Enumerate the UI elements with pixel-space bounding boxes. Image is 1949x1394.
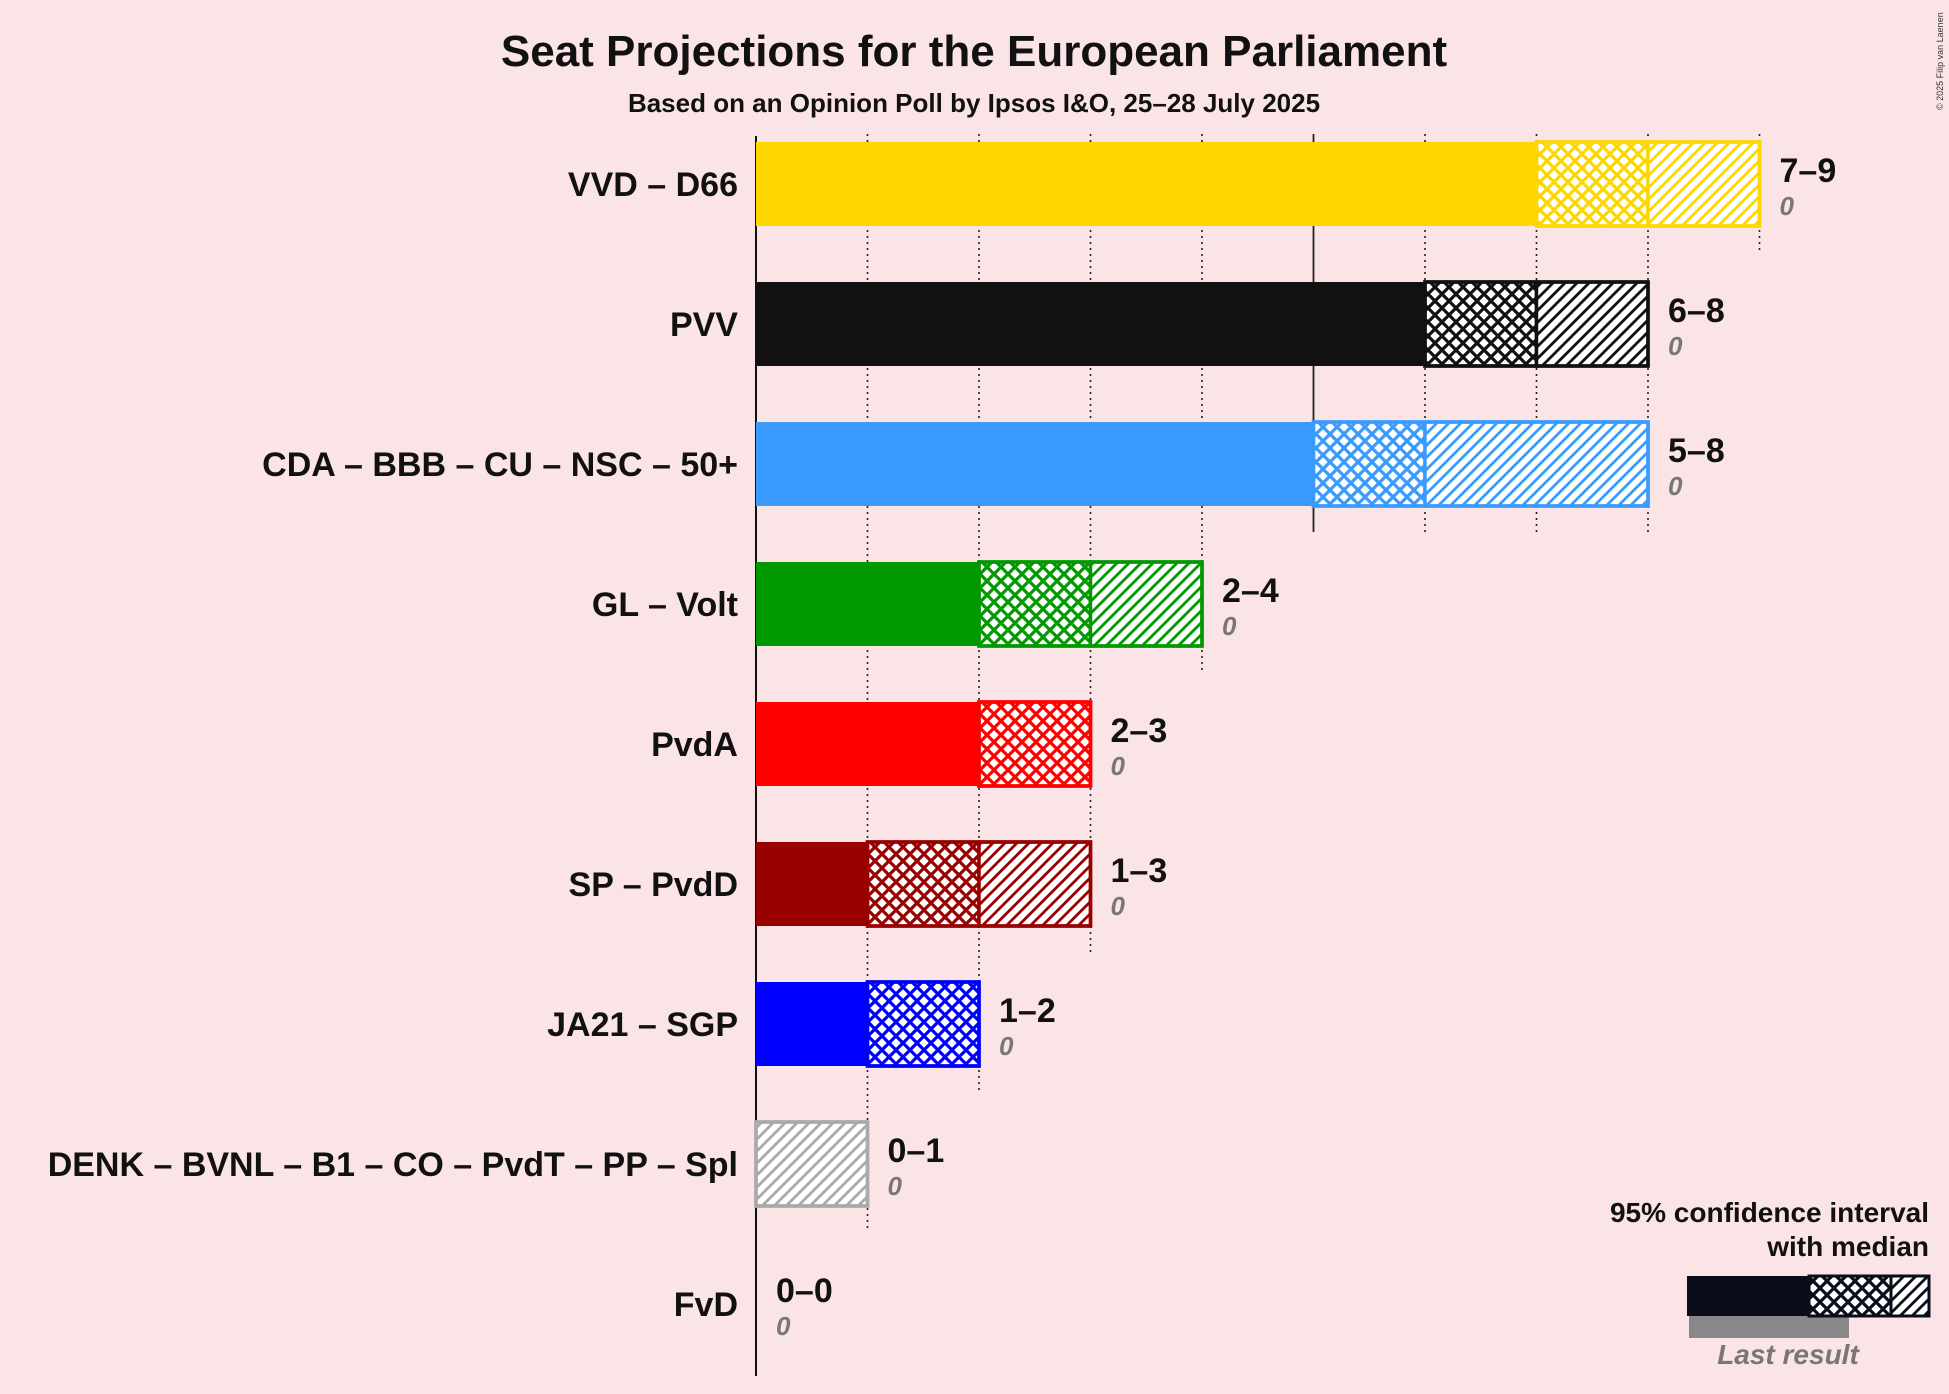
legend: 95% confidence interval with median Last…	[1610, 1197, 1931, 1370]
legend-diagonal-swatch	[1889, 1274, 1931, 1318]
bar-diagonal	[1646, 140, 1762, 228]
chart-title: Seat Projections for the European Parlia…	[501, 27, 1448, 76]
bar-interval-outline	[1534, 140, 1762, 228]
party-label: SP – PvdD	[569, 866, 738, 904]
party-row: GL – Volt 2–40	[592, 560, 1279, 648]
party-row: PvdA 2–30	[651, 700, 1168, 788]
bar-solid	[756, 422, 1314, 506]
last-result-label: 0	[1668, 471, 1683, 501]
bar-solid	[756, 702, 979, 786]
bar-diagonal	[1088, 560, 1204, 648]
bar-crosshatch	[865, 840, 981, 928]
bar-interval-outline	[865, 840, 1093, 928]
bar-diagonal	[754, 1120, 870, 1208]
range-label: 2–3	[1111, 712, 1168, 750]
bar-interval-outline	[977, 700, 1093, 788]
bar-solid	[756, 562, 979, 646]
legend-last-result-label: Last result	[1717, 1339, 1860, 1370]
range-label: 2–4	[1222, 572, 1279, 610]
party-label: GL – Volt	[592, 586, 738, 624]
bar-crosshatch	[977, 560, 1093, 648]
party-row: SP – PvdD 1–30	[569, 840, 1168, 928]
legend-solid-swatch	[1687, 1276, 1809, 1316]
party-label: PvdA	[651, 726, 738, 764]
range-label: 5–8	[1668, 432, 1725, 470]
last-result-label: 0	[888, 1171, 903, 1201]
range-label: 1–2	[999, 992, 1056, 1030]
copyright-note: © 2025 Filip van Laenen	[1935, 12, 1945, 110]
bar-interval-outline	[754, 1120, 870, 1208]
party-row: PVV 6–80	[670, 280, 1725, 368]
bar-crosshatch	[1311, 420, 1427, 508]
last-result-label: 0	[776, 1311, 791, 1341]
range-label: 6–8	[1668, 292, 1725, 330]
party-row: JA21 – SGP 1–20	[547, 980, 1056, 1068]
bar-interval-outline	[977, 560, 1204, 648]
bar-diagonal	[1534, 280, 1650, 368]
bar-solid	[756, 842, 868, 926]
last-result-label: 0	[1111, 751, 1126, 781]
party-row: VVD – D66 7–90	[568, 140, 1837, 228]
bar-solid	[756, 982, 868, 1066]
range-label: 0–1	[888, 1132, 945, 1170]
bar-interval-outline	[1311, 420, 1650, 508]
legend-crosshatch-swatch	[1807, 1274, 1893, 1318]
bar-crosshatch	[1423, 280, 1539, 368]
bar-diagonal	[1423, 420, 1650, 508]
bar-crosshatch	[865, 980, 981, 1068]
bar-interval-outline	[1423, 280, 1650, 368]
bar-solid	[756, 142, 1537, 226]
party-label: VVD – D66	[568, 166, 738, 204]
party-label: JA21 – SGP	[547, 1006, 738, 1044]
bar-diagonal	[977, 840, 1093, 928]
last-result-label: 0	[1111, 891, 1126, 921]
party-row: DENK – BVNL – B1 – CO – PvdT – PP – Spl 0…	[48, 1120, 945, 1208]
chart-subtitle: Based on an Opinion Poll by Ipsos I&O, 2…	[628, 88, 1320, 118]
last-result-label: 0	[999, 1031, 1014, 1061]
bar-interval-outline	[865, 980, 981, 1068]
bar-crosshatch	[977, 700, 1093, 788]
range-label: 7–9	[1780, 152, 1837, 190]
legend-line-2: with median	[1766, 1231, 1929, 1262]
bar-solid	[756, 282, 1425, 366]
party-row: CDA – BBB – CU – NSC – 50+ 5–80	[262, 420, 1725, 508]
party-row: FvD 0–00	[674, 1272, 833, 1341]
last-result-label: 0	[1780, 191, 1795, 221]
range-label: 0–0	[776, 1272, 833, 1310]
party-label: DENK – BVNL – B1 – CO – PvdT – PP – Spl	[48, 1146, 738, 1184]
last-result-label: 0	[1222, 611, 1237, 641]
last-result-label: 0	[1668, 331, 1683, 361]
bar-crosshatch	[1534, 140, 1650, 228]
party-label: PVV	[670, 306, 738, 344]
party-label: FvD	[674, 1286, 738, 1324]
party-label: CDA – BBB – CU – NSC – 50+	[262, 446, 738, 484]
legend-line-1: 95% confidence interval	[1610, 1197, 1929, 1228]
range-label: 1–3	[1111, 852, 1168, 890]
